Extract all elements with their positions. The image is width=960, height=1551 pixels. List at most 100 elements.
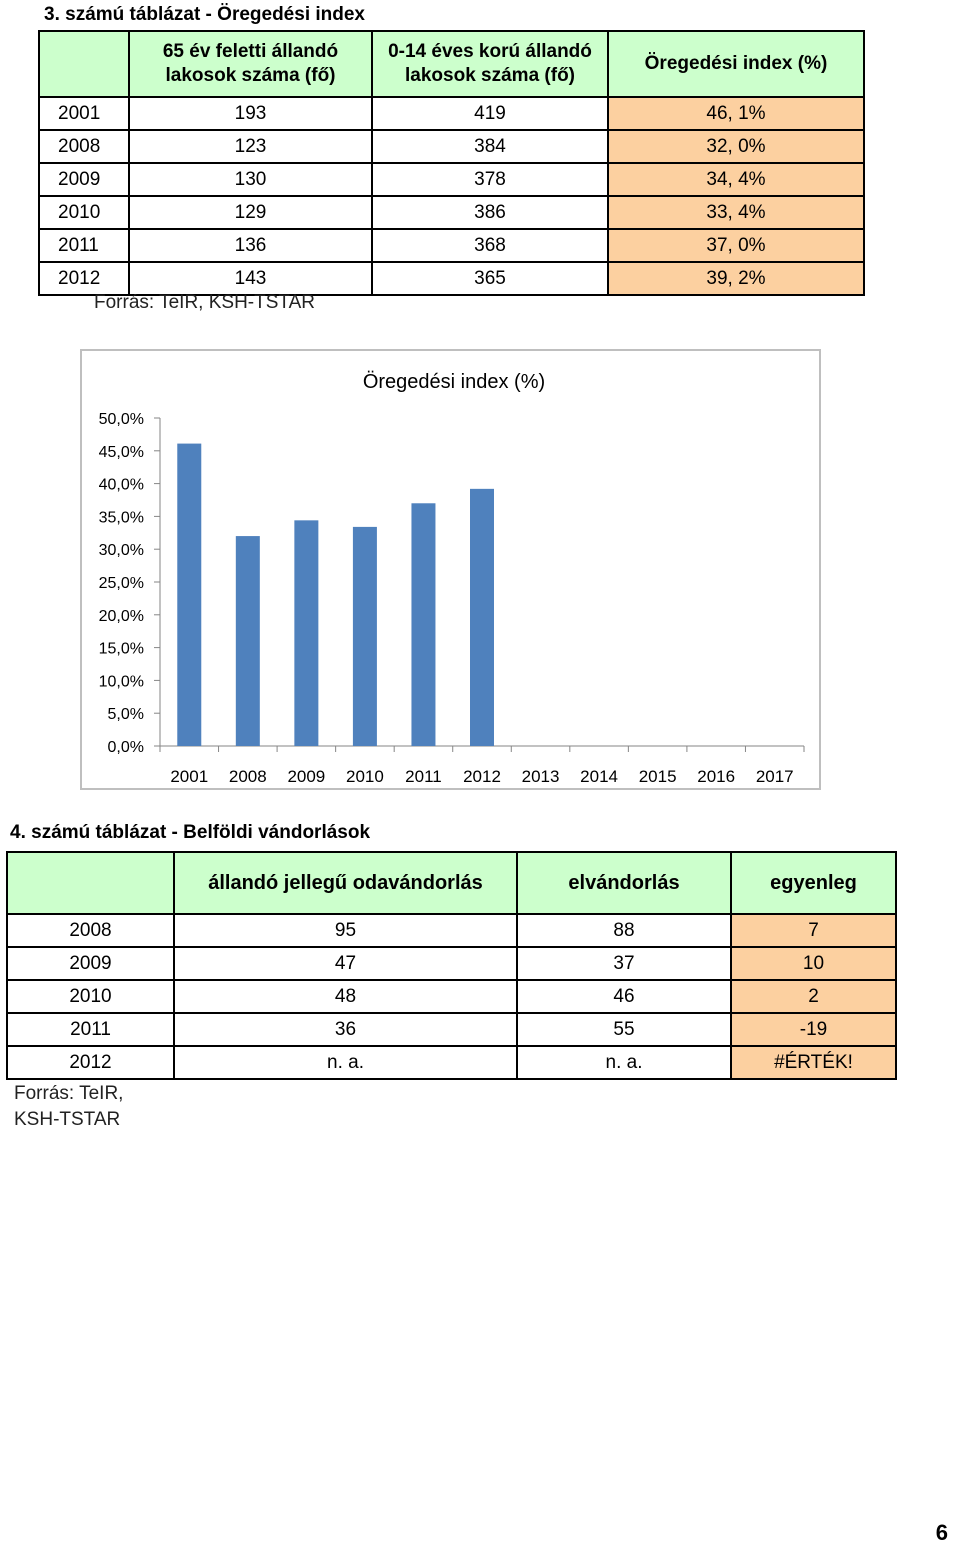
x-tick-label: 2013: [522, 767, 560, 786]
x-tick-label: 2014: [580, 767, 618, 786]
balance-cell: 10: [730, 946, 897, 981]
out-migration-cell: 46: [516, 979, 732, 1014]
in-migration-cell: 95: [173, 913, 518, 948]
y-tick-label: 30,0%: [99, 542, 144, 559]
over65-cell: 129: [128, 195, 373, 230]
table-row: 2011 36 55 -19: [6, 1012, 897, 1047]
aging-index-chart: Öregedési index (%) 0,0% 5,0% 10,0% 15,0% 20,…: [80, 349, 821, 790]
year-cell: 2011: [6, 1012, 175, 1047]
in-migration-cell: n. a.: [173, 1045, 518, 1080]
under14-cell: 365: [371, 261, 609, 296]
y-tick-label: 50,0%: [99, 411, 144, 428]
x-tick-label: 2012: [463, 767, 501, 786]
over65-cell: 123: [128, 129, 373, 164]
table2-title: 4. számú táblázat - Belföldi vándorlások: [10, 822, 371, 843]
table2-source-line2: KSH-TSTAR: [14, 1108, 121, 1130]
page-number: 6: [935, 1520, 948, 1545]
x-tick-label: 2015: [639, 767, 677, 786]
table2-source: Forrás: TeIR, KSH-TSTAR: [14, 1081, 123, 1132]
balance-cell: 2: [730, 979, 897, 1014]
aging-index-cell: 46, 1%: [607, 96, 865, 131]
migration-table: állandó jellegű odavándorlás elvándorlás…: [6, 851, 897, 1080]
balance-cell: 7: [730, 913, 897, 948]
aging-index-cell: 32, 0%: [607, 129, 865, 164]
x-tick-label: 2009: [287, 767, 325, 786]
x-tick-label: 2001: [170, 767, 208, 786]
bar-2012: [470, 488, 494, 746]
aging-index-cell: 39, 2%: [607, 261, 865, 296]
bar-2008: [235, 536, 260, 746]
table-row: 2010 48 46 2: [6, 979, 897, 1014]
aging-index-cell: 37, 0%: [607, 228, 865, 263]
y-tick-label: 20,0%: [99, 608, 144, 625]
out-migration-cell: 37: [516, 946, 732, 981]
y-tick-label: 10,0%: [99, 673, 144, 690]
y-tick-label: 5,0%: [108, 706, 144, 723]
over65-cell: 193: [128, 96, 373, 131]
table-row: 2011 136 368 37, 0%: [38, 228, 865, 263]
out-migration-cell: n. a.: [516, 1045, 732, 1080]
header-balance: egyenleg: [730, 851, 897, 915]
aging-index-cell: 34, 4%: [607, 162, 865, 197]
header-under14: 0-14 éves korú állandó lakosok száma (fő…: [371, 30, 609, 98]
year-cell: 2011: [38, 228, 130, 263]
bar-2001: [177, 443, 202, 746]
year-cell: 2010: [38, 195, 130, 230]
y-tick-label: 40,0%: [99, 477, 144, 494]
in-migration-cell: 36: [173, 1012, 518, 1047]
x-tick-label: 2010: [346, 767, 384, 786]
header-empty: [38, 30, 130, 98]
under14-cell: 419: [371, 96, 609, 131]
in-migration-cell: 48: [173, 979, 518, 1014]
x-tick-label: 2008: [229, 767, 267, 786]
over65-cell: 143: [128, 261, 373, 296]
under14-cell: 384: [371, 129, 609, 164]
table2-source-line1: Forrás: TeIR,: [14, 1083, 124, 1104]
y-tick-label: 0,0%: [108, 739, 144, 756]
aging-index-cell: 33, 4%: [607, 195, 865, 230]
year-cell: 2001: [38, 96, 130, 131]
under14-cell: 386: [371, 195, 609, 230]
header-empty: [6, 851, 175, 915]
table-row: 2009 130 378 34, 4%: [38, 162, 865, 197]
out-migration-cell: 88: [516, 913, 732, 948]
under14-cell: 378: [371, 162, 609, 197]
header-in-migration: állandó jellegű odavándorlás: [173, 851, 518, 915]
out-migration-cell: 55: [516, 1012, 732, 1047]
balance-cell: #ÉRTÉK!: [730, 1045, 897, 1080]
table-row: 2008 95 88 7: [6, 913, 897, 948]
year-cell: 2009: [38, 162, 130, 197]
y-tick-label: 25,0%: [99, 575, 144, 592]
year-cell: 2008: [38, 129, 130, 164]
y-tick-label: 15,0%: [99, 641, 144, 658]
table1-source: Forrás: TeIR, KSH-TSTAR: [94, 292, 315, 313]
x-tick-label: 2011: [405, 767, 442, 786]
bar-2009: [294, 520, 319, 746]
table-row: 2009 47 37 10: [6, 946, 897, 981]
chart-title: Öregedési index (%): [363, 371, 545, 393]
y-tick-label: 45,0%: [99, 444, 144, 461]
year-cell: 2010: [6, 979, 175, 1014]
y-tick-label: 35,0%: [99, 509, 144, 526]
table1-title: 3. számú táblázat - Öregedési index: [44, 4, 365, 25]
year-cell: 2009: [6, 946, 175, 981]
table-row: 2012 n. a. n. a. #ÉRTÉK!: [6, 1045, 897, 1080]
over65-cell: 136: [128, 228, 373, 263]
x-tick-label: 2016: [697, 767, 735, 786]
over65-cell: 130: [128, 162, 373, 197]
header-out-migration: elvándorlás: [516, 851, 732, 915]
year-cell: 2012: [38, 261, 130, 296]
aging-index-table: 65 év feletti állandó lakosok száma (fő)…: [38, 30, 865, 296]
in-migration-cell: 47: [173, 946, 518, 981]
header-aging-index: Öregedési index (%): [607, 30, 865, 98]
bar-2011: [411, 503, 436, 746]
balance-cell: -19: [730, 1012, 897, 1047]
x-tick-label: 2017: [756, 767, 794, 786]
table-row: 2001 193 419 46, 1%: [38, 96, 865, 131]
bar-2010: [352, 526, 377, 746]
under14-cell: 368: [371, 228, 609, 263]
table-row: 2012 143 365 39, 2%: [38, 261, 865, 296]
table-row: 2010 129 386 33, 4%: [38, 195, 865, 230]
chart-svg: Öregedési index (%) 0,0% 5,0% 10,0% 15,0% 20,…: [99, 371, 805, 786]
table-row: 2008 123 384 32, 0%: [38, 129, 865, 164]
